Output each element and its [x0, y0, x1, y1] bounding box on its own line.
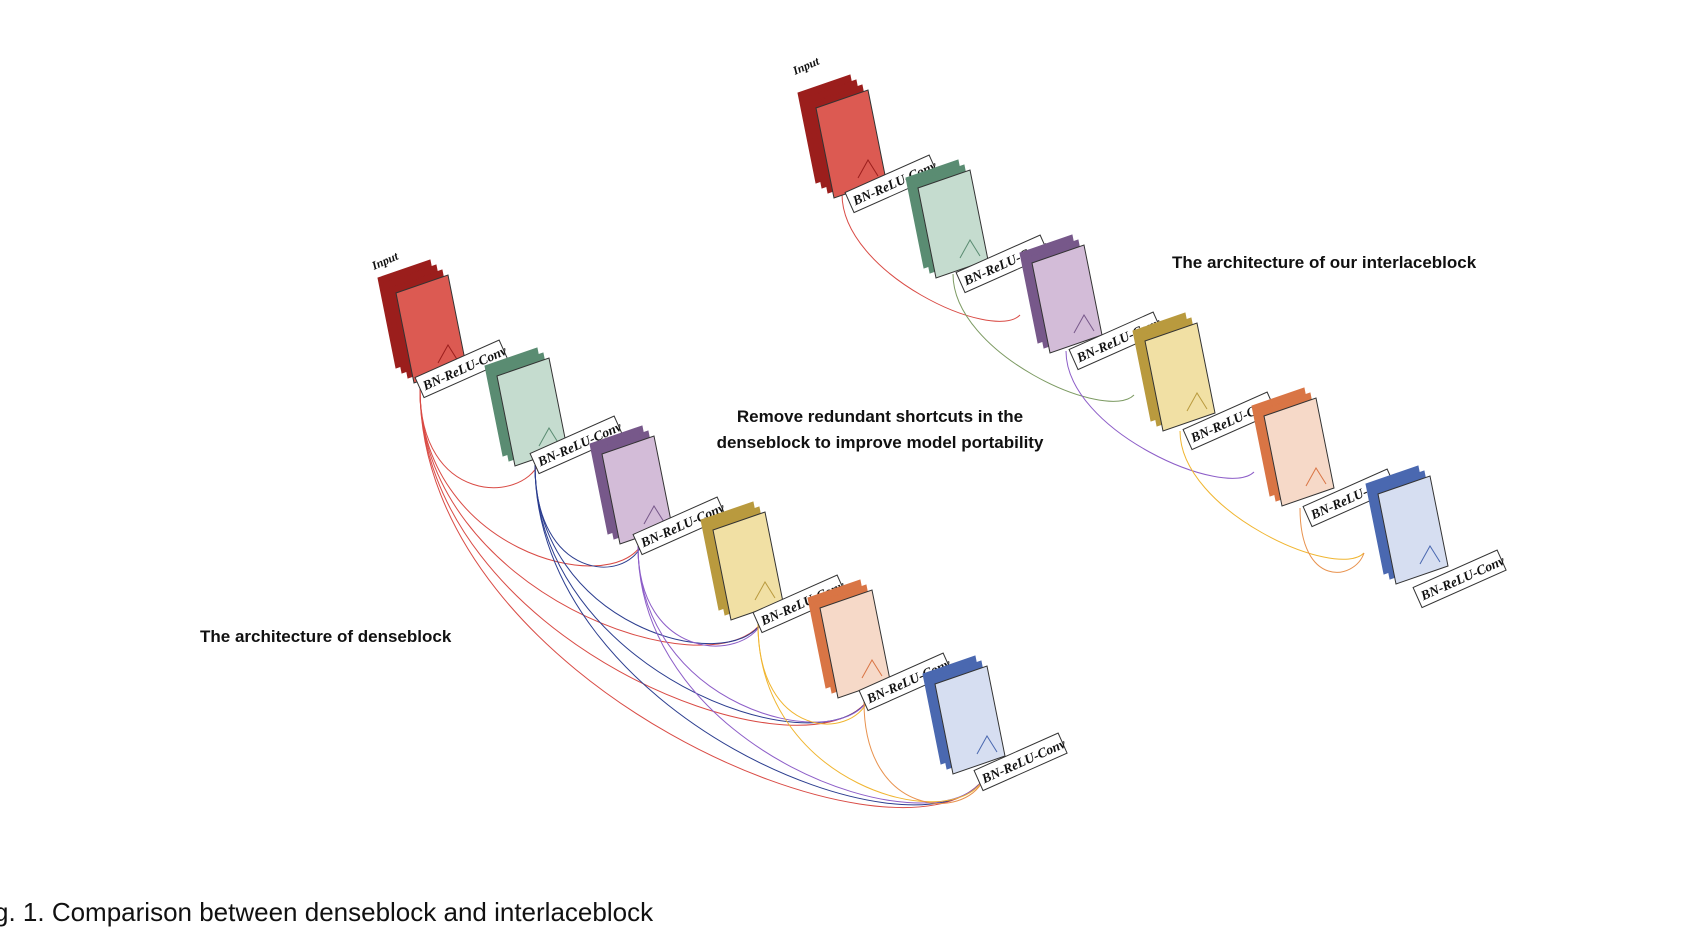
- middle-note-line1: Remove redundant shortcuts in the: [737, 407, 1023, 426]
- dense-shortcut-1-3: [534, 464, 763, 644]
- dense-feature-map-purple: [589, 425, 673, 545]
- denseblock-title: The architecture of denseblock: [200, 627, 452, 646]
- dense-shortcut-4-5: [863, 701, 984, 804]
- feature-map-mark: [861, 659, 883, 679]
- interlace-feature-map-purple: [1019, 234, 1103, 354]
- interlace-feature-map-blue: [1365, 465, 1449, 585]
- feature-map-mark: [1419, 545, 1441, 565]
- feature-map-mark: [437, 344, 459, 364]
- feature-map-sheet: [1263, 397, 1335, 507]
- layer-label-box: [752, 574, 847, 634]
- interlace-shortcut-2-4: [1065, 350, 1255, 479]
- interlace-feature-map-red: [797, 74, 887, 199]
- dense-feature-map-red: [377, 259, 467, 384]
- interlace-layers: BN-ReLU-ConvBN-ReLU-ConvBN-ReLU-ConvBN-R…: [790, 54, 1508, 609]
- dense-shortcut-3-5: [757, 623, 984, 803]
- interlace-shortcut-0-2: [841, 193, 1021, 322]
- layer-label-box: [632, 496, 727, 556]
- layer-label-box: [858, 652, 953, 712]
- dense-shortcut-0-2: [419, 388, 643, 567]
- interlace-shortcut-connections: [841, 193, 1365, 573]
- figure-caption: g. 1. Comparison between denseblock and …: [0, 897, 654, 927]
- denseblock-diagram: BN-ReLU-ConvBN-ReLU-ConvBN-ReLU-ConvBN-R…: [369, 249, 1069, 808]
- interlaceblock-title: The architecture of our interlaceblock: [1172, 253, 1477, 272]
- dense-shortcut-0-1: [419, 388, 540, 489]
- layer-label-box: [414, 339, 509, 399]
- interlace-feature-map-yellow: [1132, 312, 1216, 432]
- layer-label-box: [529, 415, 624, 475]
- feature-map-mark: [1073, 314, 1095, 334]
- middle-note-line2: denseblock to improve model portability: [717, 433, 1044, 452]
- interlaceblock-diagram: BN-ReLU-ConvBN-ReLU-ConvBN-ReLU-ConvBN-R…: [790, 54, 1508, 609]
- feature-map-mark: [976, 735, 998, 755]
- dense-shortcut-2-3: [637, 545, 763, 647]
- dense-layers: BN-ReLU-ConvBN-ReLU-ConvBN-ReLU-ConvBN-R…: [369, 249, 1069, 792]
- dense-feature-map-orange: [807, 579, 891, 699]
- interlace-shortcut-3-5: [1179, 430, 1365, 560]
- interlace-feature-map-orange: [1251, 387, 1335, 507]
- dense-feature-map-yellow: [700, 501, 784, 621]
- dense-shortcut-2-4: [637, 545, 869, 723]
- feature-map-mark: [538, 427, 560, 447]
- feature-map-mark: [1186, 392, 1208, 412]
- feature-map-mark: [1305, 467, 1327, 487]
- dense-shortcut-0-5: [419, 388, 984, 808]
- feature-map-sheet: [1377, 475, 1449, 585]
- feature-map-sheet: [1144, 322, 1216, 432]
- dense-feature-map-blue: [922, 655, 1006, 775]
- feature-map-mark: [959, 239, 981, 259]
- feature-map-mark: [754, 581, 776, 601]
- interlace-shortcut-4-5: [1299, 507, 1365, 573]
- dense-input-label: Input: [369, 249, 401, 274]
- feature-map-mark: [643, 505, 665, 525]
- dense-shortcut-connections: [419, 388, 984, 808]
- layer-label-box: [844, 154, 939, 214]
- interlace-shortcut-1-3: [952, 273, 1135, 402]
- interlace-feature-map-green: [905, 159, 989, 279]
- feature-map-mark: [857, 159, 879, 179]
- dense-feature-map-green: [484, 347, 568, 467]
- interlace-input-label: Input: [790, 54, 822, 79]
- layer-label-box: [1412, 549, 1507, 609]
- feature-map-sheet: [934, 665, 1006, 775]
- layer-label-box: [973, 732, 1068, 792]
